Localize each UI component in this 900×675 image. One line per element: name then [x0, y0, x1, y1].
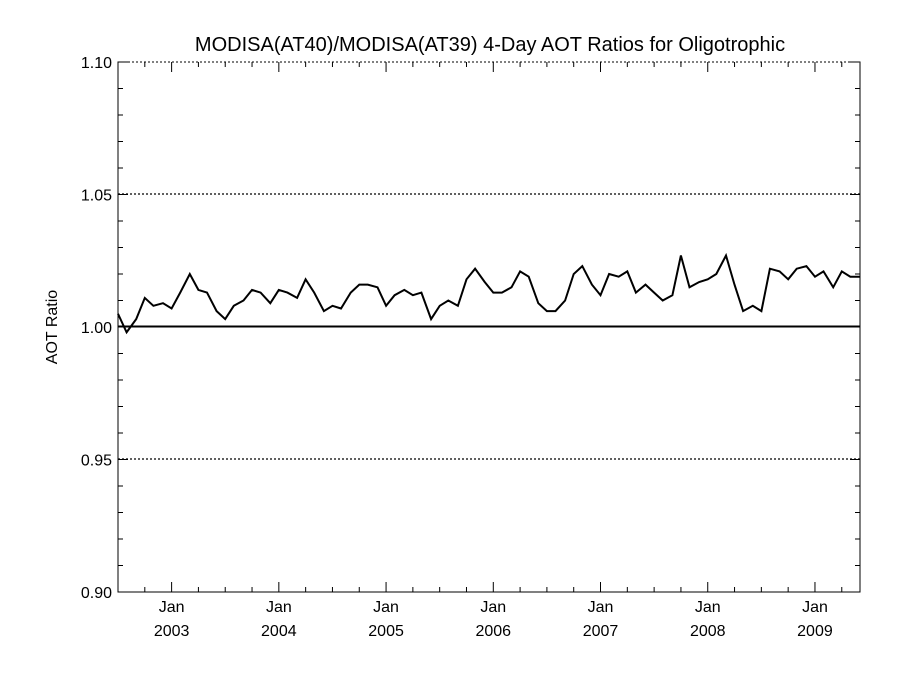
x-tick-label-year: 2004: [261, 623, 297, 640]
x-tick-label-month: Jan: [266, 599, 292, 616]
y-minor-ticks: [118, 88, 860, 566]
y-tick-label: 0.95: [81, 453, 112, 470]
x-tick-label-year: 2007: [583, 623, 619, 640]
x-tick-label-year: 2009: [797, 623, 833, 640]
y-tick-label: 0.90: [81, 585, 112, 602]
x-tick-label-year: 2005: [368, 623, 404, 640]
x-tick-label-month: Jan: [480, 599, 506, 616]
y-tick-label: 1.05: [81, 188, 112, 205]
series-line: [117, 252, 860, 335]
series-group: [117, 252, 861, 335]
y-tick-label: 1.10: [81, 55, 112, 72]
x-tick-label-month: Jan: [159, 599, 185, 616]
x-axis: Jan 2003 Jan 2004 Jan 2005 Jan 2006 Jan 2007 Jan 20…: [117, 62, 843, 640]
y-axis: 0.90 0.95 1.00 1.05 1.10: [81, 55, 860, 602]
x-tick-label-month: Jan: [373, 599, 399, 616]
x-tick-label-year: 2006: [475, 623, 511, 640]
x-tick-label-month: Jan: [588, 599, 614, 616]
x-tick-label-year: 2008: [690, 623, 726, 640]
y-axis-label: AOT Ratio: [44, 290, 61, 365]
y-tick-label: 1.00: [81, 320, 112, 337]
x-tick-label-month: Jan: [695, 599, 721, 616]
x-tick-label-month: Jan: [802, 599, 828, 616]
plot-area: [117, 61, 861, 593]
x-tick-label-year: 2003: [154, 623, 190, 640]
chart-title: MODISA(AT40)/MODISA(AT39) 4-Day AOT Rati…: [195, 34, 785, 56]
